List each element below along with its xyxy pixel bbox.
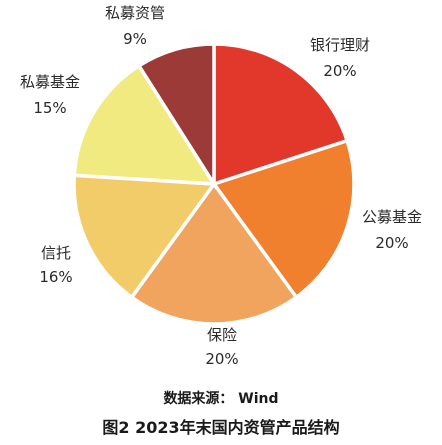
slice-value-1: 20% <box>323 62 356 80</box>
data-source-note: 数据来源： Wind <box>163 391 279 407</box>
figure-caption: 图2 2023年末国内资管产品结构 <box>102 418 340 437</box>
slice-label-5: 私募基金 <box>20 73 80 91</box>
slice-value-5: 15% <box>33 99 66 117</box>
slice-label-6: 私募资管 <box>105 4 165 22</box>
slice-label-2: 公募基金 <box>362 208 422 226</box>
pie-slice-3 <box>129 181 299 326</box>
slice-label-4: 信托 <box>41 244 71 262</box>
slice-value-4: 16% <box>39 268 72 286</box>
pie-slice-4 <box>72 173 218 300</box>
pie-slice-5 <box>72 63 218 186</box>
pie-slice-2 <box>211 138 356 300</box>
pie-slice-1 <box>212 42 350 187</box>
slice-value-2: 20% <box>375 234 408 252</box>
pie-chart: 银行理财 20% 公募基金 20% 保险 20% 信托 16% 私募基金 15% 私募资管 9% <box>20 4 422 368</box>
slice-label-1: 银行理财 <box>310 36 370 54</box>
slice-label-3: 保险 <box>207 326 237 344</box>
pie-slice-6 <box>136 42 216 191</box>
slice-value-3: 20% <box>205 350 238 368</box>
slice-value-6: 9% <box>123 30 147 48</box>
